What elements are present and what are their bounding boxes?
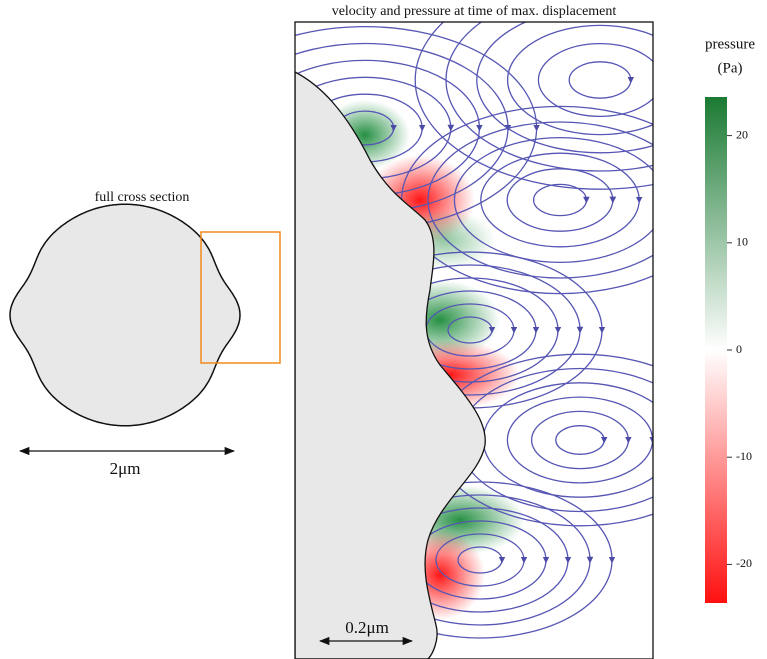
- colorbar-tick-label: 0: [736, 342, 742, 356]
- right-title: velocity and pressure at time of max. di…: [332, 4, 617, 19]
- left-title: full cross section: [95, 190, 190, 205]
- colorbar-tick-label: -10: [736, 449, 752, 463]
- colorbar-tick-label: 10: [736, 235, 748, 249]
- colorbar-tick-label: 20: [736, 127, 748, 141]
- cross-section: [10, 204, 240, 426]
- colorbar-tick-label: -20: [736, 556, 752, 570]
- scale-label: 2μm: [110, 459, 141, 478]
- colorbar-title: pressure: [705, 36, 755, 52]
- scale-label: 0.2μm: [345, 618, 389, 637]
- colorbar: [705, 97, 727, 603]
- figure: full cross section 2μm velocity and pres…: [0, 0, 767, 659]
- colorbar-unit: (Pa): [718, 60, 743, 76]
